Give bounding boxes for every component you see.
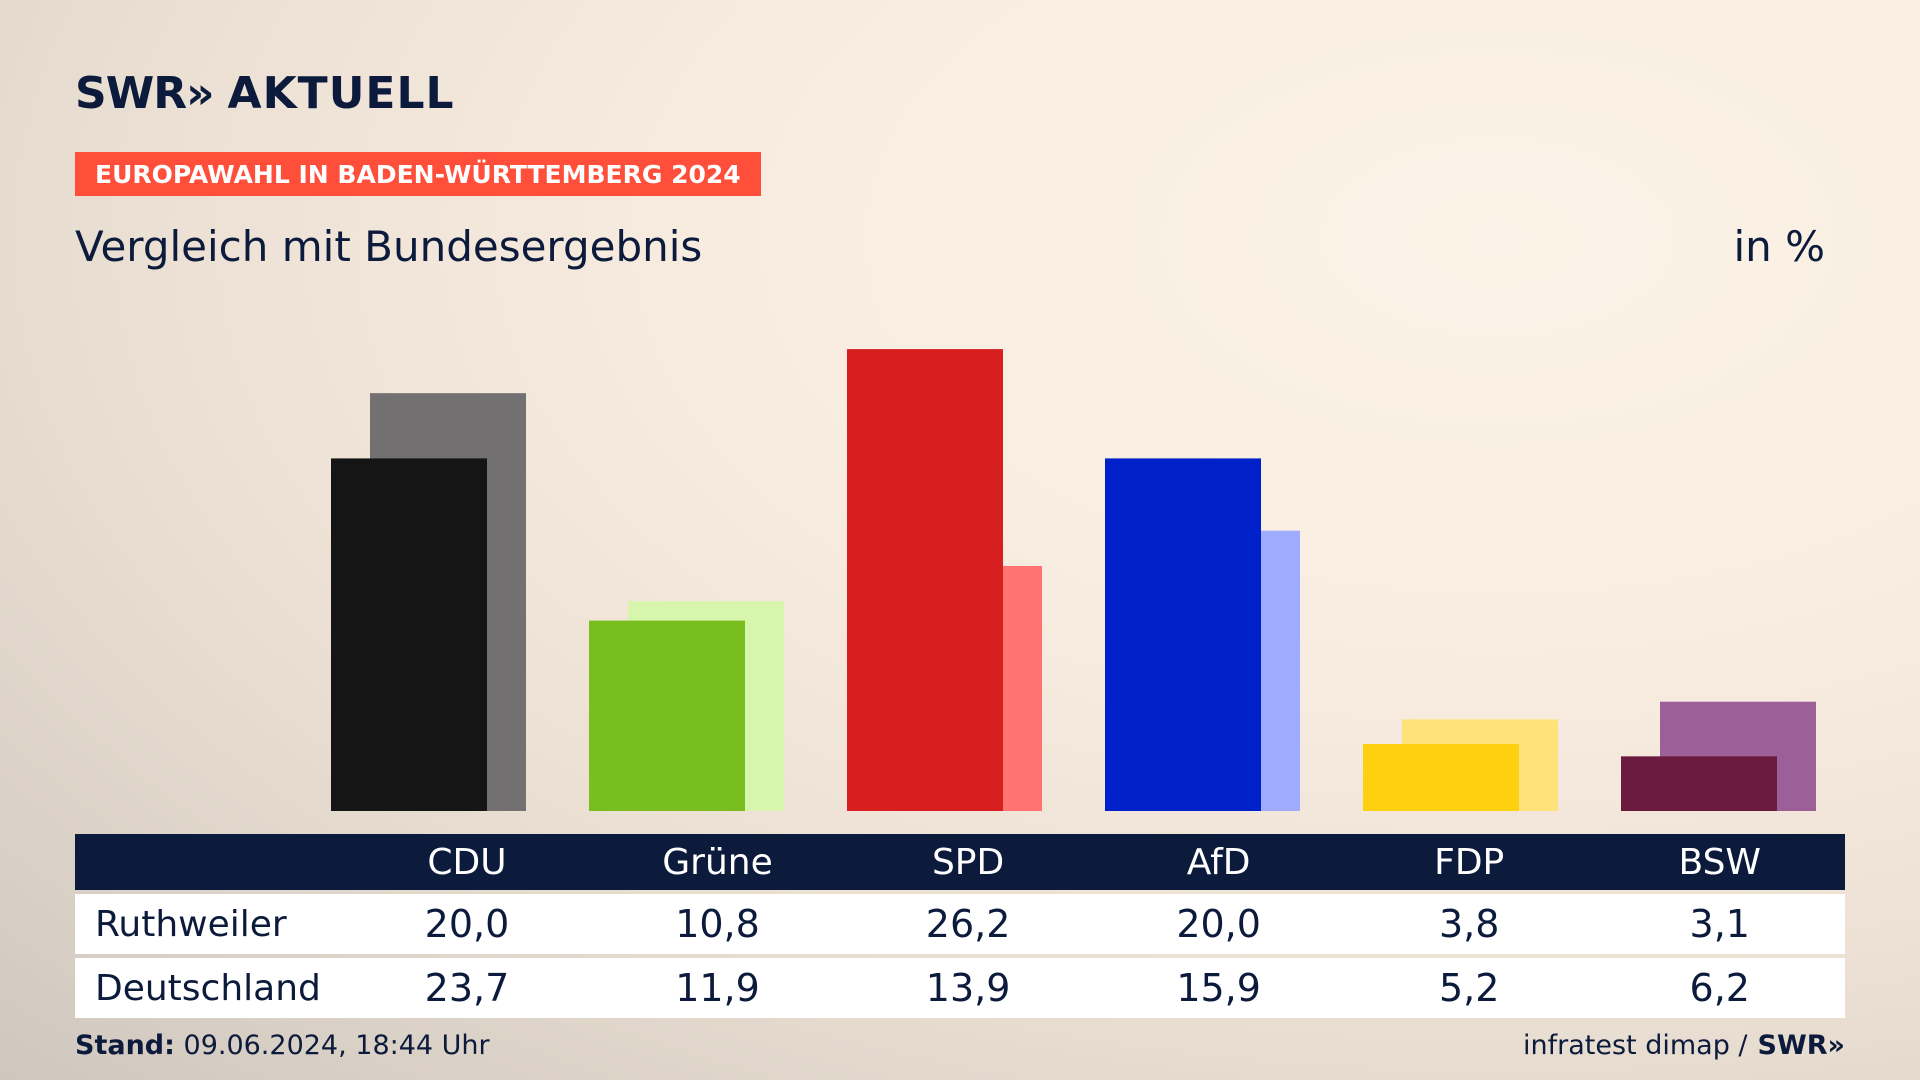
- bar-ruthweiler-grne: [589, 620, 745, 811]
- table-cell: 3,8: [1438, 902, 1500, 946]
- results-table: CDU Grüne SPD AfD FDP BSW Ruthweiler 20,…: [75, 834, 1845, 1018]
- chart-subtitle: Vergleich mit Bundesergebnis: [75, 222, 703, 271]
- table-header-cell: AfD: [1186, 841, 1251, 883]
- bar-ruthweiler-fdp: [1363, 744, 1519, 811]
- table-header-cell: SPD: [931, 841, 1005, 883]
- logo-aktuell: AKTUELL: [227, 68, 455, 119]
- source-text: infratest dimap /: [1523, 1030, 1748, 1061]
- table-cell: 10,8: [675, 902, 760, 946]
- table-row: Deutschland 23,7 11,9 13,9 15,9 5,2 6,2: [75, 958, 1845, 1018]
- swr-mini-logo: SWR»: [1757, 1030, 1845, 1061]
- swr-aktuell-logo: SWR» AKTUELL: [75, 68, 455, 119]
- stand-label: Stand:: [75, 1030, 175, 1061]
- table-header-row: CDU Grüne SPD AfD FDP BSW: [75, 834, 1845, 890]
- bar-ruthweiler-spd: [847, 349, 1003, 811]
- table-cell: 20,0: [1176, 902, 1261, 946]
- logo-swr: SWR»: [75, 68, 215, 119]
- unit-label: in %: [1733, 222, 1825, 271]
- bar-ruthweiler-cdu: [331, 458, 487, 811]
- election-badge: EUROPAWAHL IN BADEN-WÜRTTEMBERG 2024: [75, 152, 761, 196]
- table-cell: 20,0: [424, 902, 510, 946]
- table-cell: 23,7: [424, 966, 510, 1010]
- table-cell: 3,1: [1689, 902, 1750, 946]
- table-cell: 11,9: [675, 966, 760, 1010]
- table-cell: 15,9: [1176, 966, 1261, 1010]
- table-header-cell: BSW: [1678, 841, 1762, 883]
- row-label: Ruthweiler: [95, 903, 287, 945]
- table-row: Ruthweiler 20,0 10,8 26,2 20,0 3,8 3,1: [75, 894, 1845, 954]
- source-credit: infratest dimap / SWR»: [1523, 1030, 1845, 1061]
- table-cell: 6,2: [1689, 966, 1750, 1010]
- table-cell: 13,9: [925, 966, 1011, 1010]
- table-cell: 26,2: [925, 902, 1011, 946]
- stand-value: 09.06.2024, 18:44 Uhr: [183, 1030, 490, 1061]
- row-label: Deutschland: [95, 967, 321, 1009]
- table-header-cell: CDU: [427, 841, 507, 883]
- timestamp: Stand: 09.06.2024, 18:44 Uhr: [75, 1030, 490, 1061]
- table-header-cell: Grüne: [662, 841, 773, 883]
- bar-ruthweiler-bsw: [1621, 756, 1777, 811]
- bar-ruthweiler-afd: [1105, 458, 1261, 811]
- table-cell: 5,2: [1438, 966, 1500, 1010]
- bar-chart: [331, 349, 1816, 811]
- table-header-cell: FDP: [1434, 841, 1505, 883]
